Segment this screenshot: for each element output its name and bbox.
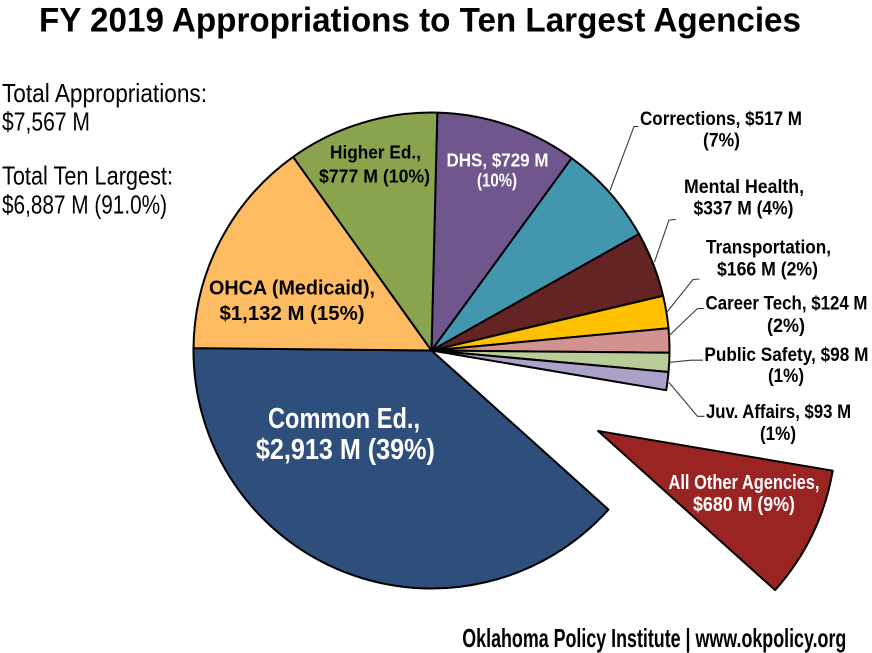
svg-text:$6,887 M (91.0%): $6,887 M (91.0%) bbox=[2, 190, 167, 220]
svg-text:Public Safety, $98 M: Public Safety, $98 M bbox=[704, 345, 868, 366]
svg-text:Transportation,: Transportation, bbox=[706, 238, 831, 259]
svg-text:(2%): (2%) bbox=[767, 316, 805, 337]
svg-text:FY 2019 Appropriations to Ten: FY 2019 Appropriations to Ten Largest Ag… bbox=[39, 1, 801, 39]
svg-text:$777 M (10%): $777 M (10%) bbox=[319, 166, 430, 186]
svg-text:$2,913 M (39%): $2,913 M (39%) bbox=[256, 434, 435, 466]
svg-text:$1,132 M (15%): $1,132 M (15%) bbox=[220, 303, 365, 325]
svg-text:$680 M (9%): $680 M (9%) bbox=[693, 494, 795, 516]
svg-text:Juv. Affairs, $93 M: Juv. Affairs, $93 M bbox=[706, 402, 851, 423]
svg-text:OHCA (Medicaid),: OHCA (Medicaid), bbox=[209, 278, 375, 300]
svg-text:(1%): (1%) bbox=[760, 424, 796, 445]
svg-text:Corrections, $517 M: Corrections, $517 M bbox=[640, 109, 802, 130]
svg-text:Total Ten Largest:: Total Ten Largest: bbox=[2, 161, 173, 191]
svg-text:$166 M (2%): $166 M (2%) bbox=[717, 260, 818, 281]
svg-text:Mental Health,: Mental Health, bbox=[684, 177, 804, 198]
svg-text:(7%): (7%) bbox=[703, 131, 740, 152]
svg-text:(10%): (10%) bbox=[477, 171, 517, 191]
svg-text:Common Ed.,: Common Ed., bbox=[268, 403, 420, 435]
svg-text:(1%): (1%) bbox=[768, 366, 804, 387]
svg-text:Higher Ed.,: Higher Ed., bbox=[330, 143, 421, 163]
svg-text:Total Appropriations:: Total Appropriations: bbox=[2, 78, 207, 108]
svg-text:DHS, $729 M: DHS, $729 M bbox=[447, 151, 549, 171]
svg-text:$337 M (4%): $337 M (4%) bbox=[694, 199, 794, 220]
svg-text:Oklahoma Policy Institute | ww: Oklahoma Policy Institute | www.okpolicy… bbox=[462, 623, 846, 653]
svg-text:Career Tech, $124 M: Career Tech, $124 M bbox=[706, 294, 868, 315]
svg-text:$7,567 M: $7,567 M bbox=[2, 107, 90, 137]
svg-text:All Other Agencies,: All Other Agencies, bbox=[669, 472, 820, 494]
